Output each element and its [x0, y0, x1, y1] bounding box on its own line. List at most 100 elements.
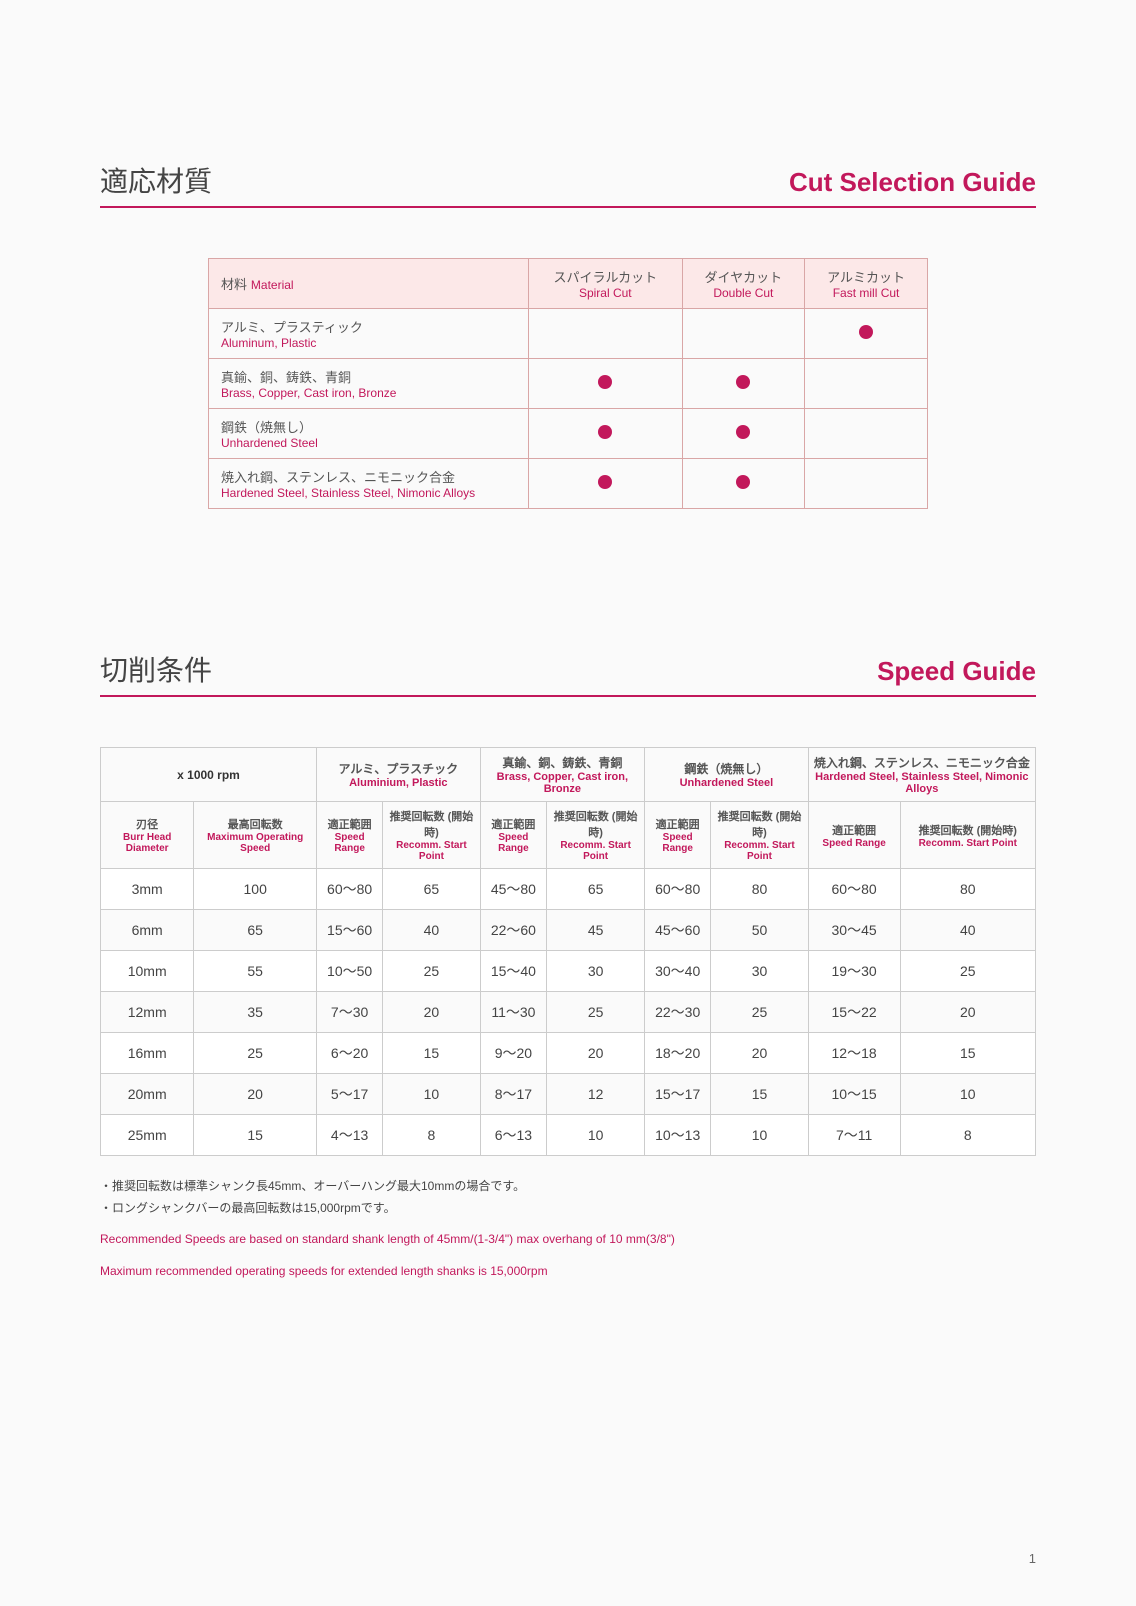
cut-spiral	[529, 309, 683, 359]
speed-value: 15～17	[645, 1074, 711, 1115]
dot-icon	[859, 325, 873, 339]
note-jp-2: ・ロングシャンクバーの最高回転数は15,000rpmです。	[100, 1198, 1036, 1220]
speed-value: 10	[900, 1074, 1035, 1115]
dot-icon	[736, 475, 750, 489]
speed-value: 10	[711, 1115, 808, 1156]
speed-max: 65	[194, 910, 317, 951]
speed-value: 4～13	[317, 1115, 383, 1156]
speed-value: 40	[900, 910, 1035, 951]
note-en-1: Recommended Speeds are based on standard…	[100, 1229, 1036, 1251]
cut-spiral	[529, 409, 683, 459]
cut-material: 焼入れ鋼、ステンレス、ニモニック合金Hardened Steel, Stainl…	[209, 459, 529, 509]
speed-value: 15～60	[317, 910, 383, 951]
speed-value: 25	[900, 951, 1035, 992]
speed-col-range-0: 適正範囲Speed Range	[317, 802, 383, 869]
speed-table-row: 25mm154～1386～131010～13107～118	[101, 1115, 1036, 1156]
speed-max: 15	[194, 1115, 317, 1156]
speed-group-1: 真鍮、銅、鋳鉄、青銅Brass, Copper, Cast iron, Bron…	[480, 748, 644, 802]
speed-table-row: 6mm6515～604022～604545～605030～4540	[101, 910, 1036, 951]
speed-table-row: 3mm10060～806545～806560～808060～8080	[101, 869, 1036, 910]
cut-double	[682, 359, 805, 409]
cut-double	[682, 459, 805, 509]
speed-dia: 10mm	[101, 951, 194, 992]
speed-value: 15	[383, 1033, 480, 1074]
speed-value: 22～30	[645, 992, 711, 1033]
speed-value: 15～22	[808, 992, 900, 1033]
cut-double	[682, 309, 805, 359]
speed-value: 45～80	[480, 869, 547, 910]
speed-value: 30～40	[645, 951, 711, 992]
speed-value: 45～60	[645, 910, 711, 951]
cut-fast	[805, 359, 928, 409]
speed-col-recomm-0: 推奨回転数 (開始時)Recomm. Start Point	[383, 802, 480, 869]
speed-value: 60～80	[317, 869, 383, 910]
dot-icon	[736, 425, 750, 439]
dot-icon	[736, 375, 750, 389]
cut-header-spiral: スパイラルカット Spiral Cut	[529, 259, 683, 309]
speed-value: 8	[900, 1115, 1035, 1156]
note-en-2: Maximum recommended operating speeds for…	[100, 1261, 1036, 1283]
cut-material: アルミ、プラスティックAluminum, Plastic	[209, 309, 529, 359]
speed-dia: 3mm	[101, 869, 194, 910]
speed-value: 18～20	[645, 1033, 711, 1074]
speed-value: 65	[547, 869, 645, 910]
section2-header: 切削条件 Speed Guide	[100, 649, 1036, 697]
speed-value: 9～20	[480, 1033, 547, 1074]
speed-value: 15	[900, 1033, 1035, 1074]
speed-max: 55	[194, 951, 317, 992]
speed-value: 60～80	[808, 869, 900, 910]
speed-value: 25	[711, 992, 808, 1033]
speed-value: 20	[711, 1033, 808, 1074]
speed-value: 22～60	[480, 910, 547, 951]
speed-value: 5～17	[317, 1074, 383, 1115]
speed-value: 45	[547, 910, 645, 951]
cut-material: 鋼鉄（焼無し）Unhardened Steel	[209, 409, 529, 459]
section2-title-en: Speed Guide	[877, 656, 1036, 687]
cut-spiral	[529, 359, 683, 409]
speed-value: 30	[547, 951, 645, 992]
speed-max: 35	[194, 992, 317, 1033]
cut-spiral	[529, 459, 683, 509]
speed-guide-table: x 1000 rpm アルミ、プラスチックAluminium, Plastic …	[100, 747, 1036, 1156]
speed-value: 12～18	[808, 1033, 900, 1074]
speed-value: 80	[900, 869, 1035, 910]
speed-value: 11～30	[480, 992, 547, 1033]
speed-col-max: 最高回転数Maximum Operating Speed	[194, 802, 317, 869]
speed-dia: 16mm	[101, 1033, 194, 1074]
speed-table-row: 16mm256～20159～202018～202012～1815	[101, 1033, 1036, 1074]
speed-group-3: 焼入れ鋼、ステンレス、ニモニック合金Hardened Steel, Stainl…	[808, 748, 1035, 802]
cut-double	[682, 409, 805, 459]
speed-col-recomm-3: 推奨回転数 (開始時)Recomm. Start Point	[900, 802, 1035, 869]
speed-value: 25	[547, 992, 645, 1033]
speed-value: 12	[547, 1074, 645, 1115]
speed-value: 19～30	[808, 951, 900, 992]
section1-title-en: Cut Selection Guide	[789, 167, 1036, 198]
speed-value: 8～17	[480, 1074, 547, 1115]
speed-value: 40	[383, 910, 480, 951]
dot-icon	[598, 425, 612, 439]
dot-icon	[598, 375, 612, 389]
speed-col-recomm-2: 推奨回転数 (開始時)Recomm. Start Point	[711, 802, 808, 869]
speed-group-2: 鋼鉄（焼無し）Unhardened Steel	[645, 748, 809, 802]
section1-header: 適応材質 Cut Selection Guide	[100, 160, 1036, 208]
speed-group-0: アルミ、プラスチックAluminium, Plastic	[317, 748, 481, 802]
speed-max: 20	[194, 1074, 317, 1115]
speed-col-range-1: 適正範囲Speed Range	[480, 802, 547, 869]
speed-value: 20	[547, 1033, 645, 1074]
speed-max: 100	[194, 869, 317, 910]
cut-fast	[805, 409, 928, 459]
cut-table-row: 焼入れ鋼、ステンレス、ニモニック合金Hardened Steel, Stainl…	[209, 459, 928, 509]
cut-table-row: 鋼鉄（焼無し）Unhardened Steel	[209, 409, 928, 459]
speed-col-recomm-1: 推奨回転数 (開始時)Recomm. Start Point	[547, 802, 645, 869]
speed-value: 6～20	[317, 1033, 383, 1074]
dot-icon	[598, 475, 612, 489]
speed-value: 10～13	[645, 1115, 711, 1156]
speed-value: 10～15	[808, 1074, 900, 1115]
speed-table-row: 12mm357～302011～302522～302515～2220	[101, 992, 1036, 1033]
speed-unit: x 1000 rpm	[101, 748, 317, 802]
speed-dia: 25mm	[101, 1115, 194, 1156]
speed-value: 6～13	[480, 1115, 547, 1156]
speed-table-row: 20mm205～17108～171215～171510～1510	[101, 1074, 1036, 1115]
speed-table-row: 10mm5510～502515～403030～403019～3025	[101, 951, 1036, 992]
speed-dia: 6mm	[101, 910, 194, 951]
